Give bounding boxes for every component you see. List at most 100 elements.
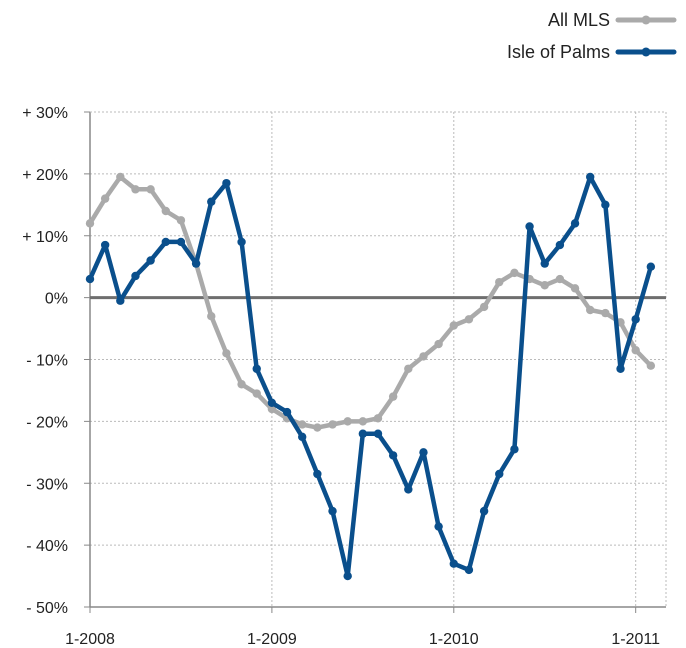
data-point xyxy=(419,352,428,361)
data-point xyxy=(328,506,337,516)
data-point xyxy=(646,262,656,271)
data-point xyxy=(328,420,337,429)
data-point xyxy=(252,364,261,373)
data-point xyxy=(100,240,110,250)
grid-lines xyxy=(90,111,666,608)
legend-item: All MLS xyxy=(548,10,677,30)
axes xyxy=(89,111,667,608)
data-point xyxy=(298,432,307,442)
data-point xyxy=(510,445,519,454)
data-point xyxy=(434,339,443,349)
data-point xyxy=(540,259,549,268)
y-tick-label: - 10% xyxy=(26,353,68,370)
data-point xyxy=(161,237,170,247)
data-point xyxy=(373,429,383,438)
y-tick-label: + 10% xyxy=(22,229,68,246)
y-tick-label: - 50% xyxy=(26,600,68,617)
legend-swatch-marker xyxy=(641,15,651,25)
y-tick-label: + 20% xyxy=(22,167,68,184)
data-point xyxy=(388,451,398,460)
legend-label: All MLS xyxy=(548,10,610,30)
x-tick-label: 1-2010 xyxy=(429,631,479,648)
legend-label: Isle of Palms xyxy=(507,42,610,62)
y-tick-label: - 30% xyxy=(26,476,68,493)
data-point xyxy=(525,222,534,231)
data-point xyxy=(237,237,246,247)
data-point xyxy=(85,219,95,228)
data-point xyxy=(479,506,489,516)
data-point xyxy=(631,346,640,355)
y-tick-label: + 30% xyxy=(22,105,68,122)
data-point xyxy=(570,219,580,228)
data-point xyxy=(586,305,595,315)
data-point xyxy=(161,206,170,216)
legend-item: Isle of Palms xyxy=(507,42,677,62)
data-point xyxy=(207,197,216,206)
series-line xyxy=(87,174,654,430)
data-point xyxy=(449,559,458,568)
data-point xyxy=(495,277,504,287)
series-all-mls xyxy=(85,172,656,432)
y-tick-label: 0% xyxy=(45,291,68,308)
data-point xyxy=(358,429,368,438)
data-point xyxy=(116,172,125,182)
data-point xyxy=(267,398,277,408)
data-point xyxy=(343,417,352,426)
data-point xyxy=(616,364,625,373)
x-tick-label: 1-2011 xyxy=(611,631,660,648)
y-tick-label: - 20% xyxy=(26,414,68,431)
data-point xyxy=(313,423,322,432)
data-point xyxy=(434,522,443,531)
y-axis-ticks: + 30% + 20% + 10% 0% - 10% - 20% - 30% - 40% - 5… xyxy=(22,105,90,617)
data-point xyxy=(601,200,610,210)
data-point xyxy=(191,259,201,268)
x-tick-label: 1-2009 xyxy=(247,631,297,648)
data-point xyxy=(601,308,610,318)
data-point xyxy=(146,185,155,194)
data-point xyxy=(267,404,277,414)
data-point xyxy=(131,185,140,194)
data-point xyxy=(373,414,383,423)
x-tick-label: 1-2008 xyxy=(65,631,115,648)
data-point xyxy=(404,485,413,494)
series-line xyxy=(87,174,654,579)
data-point xyxy=(222,178,231,188)
data-point xyxy=(343,571,352,581)
data-point xyxy=(646,361,656,370)
legend: All MLS Isle of Palms xyxy=(507,10,677,62)
data-point xyxy=(176,237,186,247)
data-point xyxy=(298,420,307,429)
data-point xyxy=(404,364,413,373)
data-point xyxy=(100,194,110,203)
data-point xyxy=(282,407,292,417)
x-axis-ticks: 1-2008 1-2009 1-2010 1-2011 xyxy=(65,607,660,648)
data-point xyxy=(449,321,458,330)
data-point xyxy=(131,271,140,281)
data-point xyxy=(540,281,549,290)
series-isle-of-palms xyxy=(85,172,656,581)
data-point xyxy=(586,172,595,182)
data-point xyxy=(358,417,368,426)
data-point xyxy=(85,274,95,284)
data-point xyxy=(510,268,519,278)
data-point xyxy=(388,392,398,401)
data-point xyxy=(555,240,565,250)
data-point xyxy=(313,469,322,479)
legend-swatch-marker xyxy=(641,47,651,57)
series-layer xyxy=(85,172,656,581)
data-point xyxy=(116,296,125,305)
data-point xyxy=(570,284,580,293)
data-point xyxy=(146,256,155,265)
data-point xyxy=(207,311,216,321)
data-point xyxy=(464,565,474,575)
data-point xyxy=(222,349,231,358)
data-point xyxy=(237,380,246,389)
y-tick-label: - 40% xyxy=(26,538,68,555)
data-point xyxy=(419,448,428,457)
data-point xyxy=(495,469,504,479)
data-point xyxy=(252,389,261,398)
data-point xyxy=(555,274,565,284)
data-point xyxy=(176,216,186,225)
data-point xyxy=(631,315,640,324)
